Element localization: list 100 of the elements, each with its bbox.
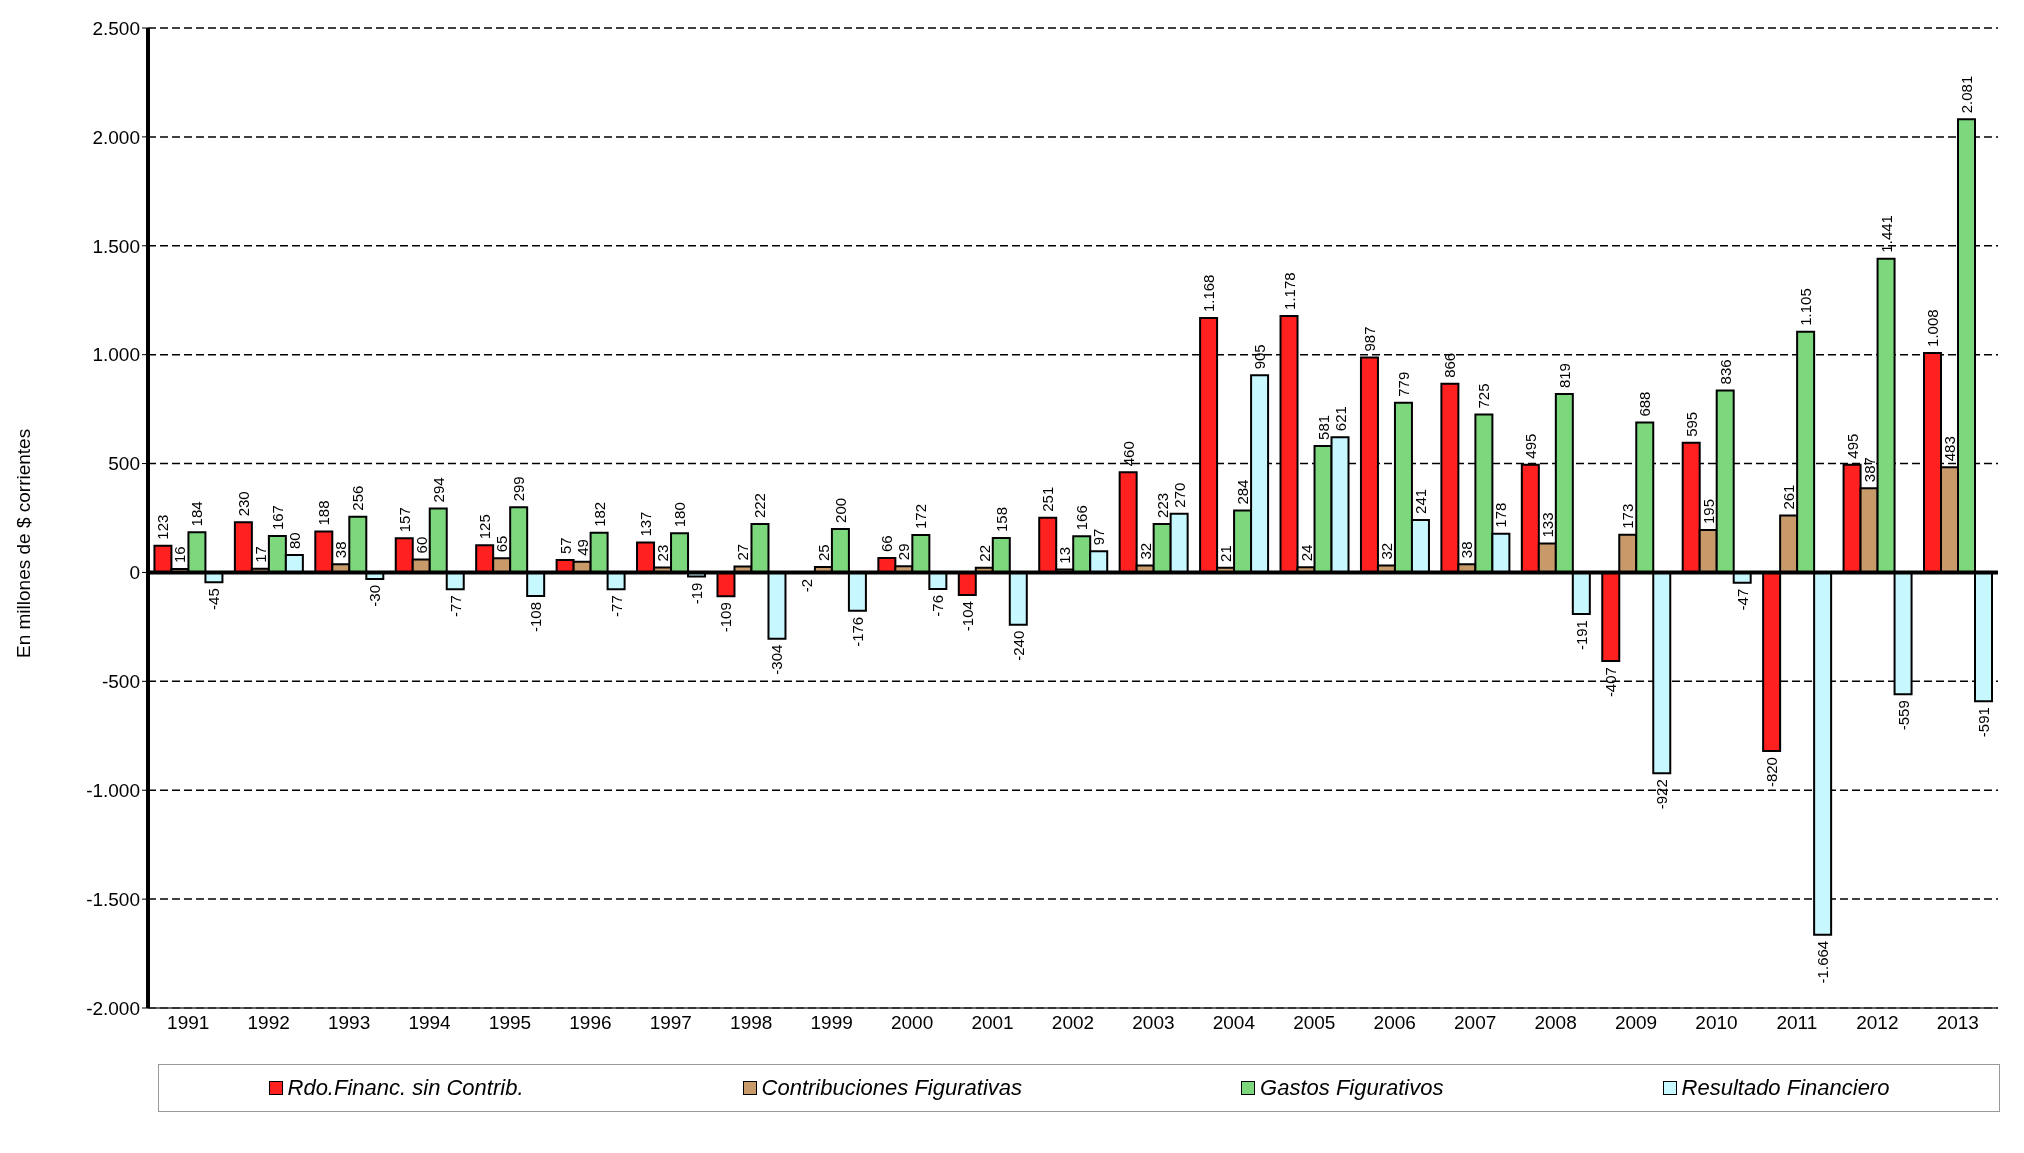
data-label: 158 [992, 507, 1010, 533]
data-label: 182 [590, 501, 608, 527]
x-tick-label: 2011 [1776, 1012, 1818, 1034]
x-tick-label: 2002 [1051, 1012, 1095, 1034]
data-label: 270 [1170, 482, 1188, 508]
y-tick-label: 1.500 [92, 235, 140, 257]
x-tick-label: 2012 [1856, 1012, 1899, 1034]
x-tick-label: 1995 [488, 1012, 532, 1034]
data-label: 66 [878, 535, 896, 553]
data-label: -191 [1572, 620, 1590, 651]
y-tick-label: 1.000 [92, 344, 140, 366]
data-label: -1.664 [1814, 940, 1832, 984]
data-label: 27 [734, 543, 752, 561]
x-tick-label: 2004 [1212, 1012, 1256, 1034]
data-label: -45 [205, 588, 223, 610]
data-label: 1.441 [1877, 215, 1895, 253]
data-label: 495 [1521, 433, 1539, 459]
x-tick-label: 2006 [1373, 1012, 1416, 1034]
x-tick-label: 2003 [1132, 1012, 1175, 1034]
data-label: 1.008 [1924, 309, 1941, 347]
data-label: -240 [1009, 630, 1027, 661]
data-label: -176 [848, 616, 866, 647]
data-label: 621 [1331, 406, 1349, 432]
data-label: 241 [1411, 488, 1429, 514]
data-label: 294 [429, 477, 447, 503]
data-label: 97 [1090, 528, 1108, 546]
data-label: 284 [1234, 479, 1252, 505]
data-label: 125 [476, 514, 494, 540]
data-label: 819 [1555, 363, 1573, 389]
data-label: 905 [1251, 344, 1269, 370]
data-label: -591 [1975, 707, 1992, 738]
data-label: 195 [1699, 498, 1717, 524]
data-label: -76 [929, 595, 947, 617]
data-label: 460 [1119, 441, 1137, 467]
data-label: 200 [831, 497, 849, 523]
legend-label: Resultado Financiero [1680, 1075, 1890, 1101]
data-label: -304 [768, 644, 786, 675]
data-label: 1.178 [1280, 272, 1298, 310]
data-label: -19 [688, 582, 706, 605]
data-label: 725 [1475, 383, 1493, 409]
x-tick-label: 2001 [971, 1012, 1014, 1034]
x-tick-label: 2010 [1695, 1012, 1738, 1034]
data-label: -108 [527, 601, 545, 632]
data-label: 387 [1860, 457, 1878, 483]
data-label: 32 [1377, 542, 1395, 560]
data-label: 137 [637, 511, 655, 537]
data-label: 188 [315, 500, 333, 526]
legend-label: Contribuciones Figurativas [760, 1075, 1023, 1101]
x-tick-label: 1997 [649, 1012, 692, 1034]
x-tick-label: 1998 [730, 1012, 773, 1034]
data-label: -30 [366, 584, 384, 607]
x-tick-label: 1992 [247, 1012, 290, 1034]
y-tick-label: 500 [108, 453, 140, 475]
data-label: 49 [573, 539, 591, 556]
data-label: 123 [154, 514, 172, 540]
x-tick-label: 1993 [327, 1012, 371, 1034]
data-label: 80 [285, 532, 303, 550]
data-label: 21 [1217, 545, 1235, 562]
data-label: 595 [1682, 411, 1700, 437]
data-label: 230 [234, 491, 252, 517]
data-label: 581 [1314, 414, 1332, 440]
data-label: 29 [895, 543, 913, 561]
data-label: -407 [1602, 667, 1620, 698]
y-tick-label: 0 [129, 562, 140, 584]
x-tick-label: 2013 [1936, 1012, 1979, 1034]
data-label: -77 [607, 595, 625, 617]
data-label: -77 [446, 595, 464, 617]
y-tick-label: -2.000 [86, 997, 140, 1019]
data-label: 133 [1538, 512, 1556, 538]
data-label: 180 [671, 502, 689, 528]
y-tick-label: -1.000 [86, 779, 140, 801]
legend-label: Rdo.Financ. sin Contrib. [286, 1075, 524, 1101]
data-label: 222 [751, 493, 769, 519]
data-label: -104 [958, 601, 976, 632]
data-label: 1.105 [1797, 288, 1815, 326]
x-tick-label: 2000 [890, 1012, 934, 1034]
data-label: 1.168 [1200, 274, 1218, 313]
data-label: 17 [251, 546, 269, 563]
x-tick-label: 2009 [1614, 1012, 1658, 1034]
data-label: 299 [510, 476, 528, 502]
data-label: 23 [654, 544, 672, 562]
data-label: 261 [1780, 484, 1798, 510]
data-label: 16 [171, 546, 189, 563]
data-label: 836 [1716, 359, 1734, 385]
x-tick-label: 2008 [1534, 1012, 1577, 1034]
legend-label: Gastos Figurativos [1259, 1075, 1444, 1101]
data-label: 24 [1297, 544, 1315, 562]
data-label: -109 [717, 602, 735, 633]
data-label: -922 [1653, 779, 1671, 810]
data-label: 483 [1941, 436, 1958, 462]
data-label: 251 [1039, 486, 1057, 512]
data-label: 25 [814, 544, 832, 561]
y-tick-label: 2.500 [92, 17, 140, 39]
data-label: 65 [493, 535, 511, 553]
x-tick-label: 1994 [408, 1012, 452, 1034]
x-tick-label: 2007 [1454, 1012, 1497, 1034]
data-label: 172 [912, 503, 930, 529]
data-label: 688 [1636, 391, 1654, 417]
data-label: 866 [1441, 352, 1459, 378]
data-label: 32 [1136, 542, 1154, 560]
